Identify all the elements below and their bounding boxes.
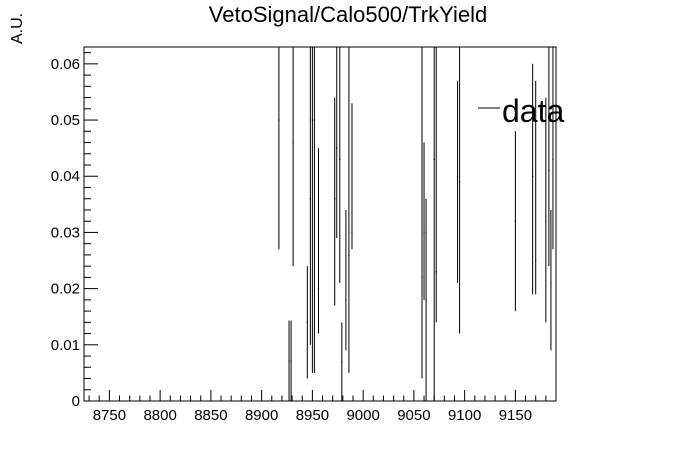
data-point bbox=[552, 47, 554, 250]
data-point bbox=[278, 47, 280, 250]
y-tick-label: 0.02 bbox=[51, 281, 80, 298]
data-marker bbox=[311, 119, 313, 121]
data-marker bbox=[425, 299, 427, 301]
data-marker bbox=[292, 141, 294, 144]
data-marker bbox=[435, 271, 437, 273]
chart-title: VetoSignal/Calo500/TrkYield bbox=[208, 2, 488, 27]
legend: data bbox=[478, 93, 564, 129]
data-point bbox=[317, 148, 320, 334]
legend-label: data bbox=[502, 93, 564, 129]
y-tick-label: 0.06 bbox=[51, 56, 80, 73]
x-tick-label: 8800 bbox=[143, 407, 176, 424]
plot-border bbox=[83, 46, 557, 402]
x-tick-label: 9000 bbox=[346, 407, 379, 424]
x-axis: 8750 8800 8850 8900 8950 9000 9050 9100 9150 bbox=[88, 390, 557, 424]
data-marker bbox=[514, 220, 516, 222]
data-marker bbox=[458, 181, 461, 183]
data-marker bbox=[290, 360, 292, 362]
data-point bbox=[336, 47, 338, 239]
data-point bbox=[292, 47, 294, 267]
data-marker bbox=[278, 119, 280, 121]
data-point bbox=[311, 47, 313, 373]
data-point bbox=[341, 322, 343, 401]
data-marker bbox=[345, 299, 347, 301]
y-tick-label: 0.05 bbox=[51, 112, 80, 129]
data-marker bbox=[351, 231, 353, 234]
y-tick-label: 0.03 bbox=[51, 224, 80, 241]
data-point bbox=[425, 198, 427, 401]
x-tick-label: 8900 bbox=[245, 407, 278, 424]
data-marker bbox=[348, 254, 350, 256]
x-tick-label: 8850 bbox=[194, 407, 227, 424]
data-marker bbox=[552, 158, 554, 160]
data-marker bbox=[532, 175, 534, 177]
data-marker bbox=[535, 259, 537, 262]
data-point bbox=[421, 47, 423, 379]
data-point bbox=[535, 80, 537, 295]
data-marker bbox=[288, 360, 290, 362]
data-marker bbox=[336, 147, 338, 149]
data-marker bbox=[317, 288, 320, 290]
data-marker bbox=[545, 220, 547, 222]
data-point bbox=[313, 47, 316, 373]
data-marker bbox=[313, 119, 316, 121]
data-point bbox=[309, 47, 311, 345]
data-point bbox=[345, 209, 347, 351]
data-marker bbox=[306, 321, 308, 323]
data-point bbox=[306, 266, 308, 379]
data-point bbox=[348, 47, 350, 373]
data-series bbox=[278, 47, 554, 401]
plot-frame bbox=[83, 46, 557, 402]
data-marker bbox=[433, 158, 435, 160]
x-tick-label: 9100 bbox=[448, 407, 481, 424]
data-point bbox=[423, 142, 425, 300]
data-marker bbox=[309, 198, 311, 200]
data-point bbox=[548, 47, 550, 267]
data-marker bbox=[334, 198, 336, 200]
x-tick-label: 9150 bbox=[499, 407, 532, 424]
data-marker bbox=[456, 175, 459, 177]
data-marker bbox=[341, 361, 343, 363]
data-point bbox=[433, 47, 435, 401]
y-tick-label: 0.01 bbox=[51, 337, 80, 354]
y-tick-label: 0.04 bbox=[51, 168, 80, 185]
data-point bbox=[339, 47, 341, 283]
data-marker bbox=[550, 282, 552, 284]
data-point bbox=[351, 103, 353, 250]
data-point bbox=[532, 63, 534, 295]
data-point bbox=[288, 320, 290, 401]
data-marker bbox=[421, 276, 423, 278]
data-point bbox=[545, 97, 547, 323]
x-tick-label: 8950 bbox=[296, 407, 329, 424]
x-tick-label: 8750 bbox=[93, 407, 126, 424]
data-point bbox=[435, 47, 437, 323]
data-point bbox=[456, 80, 459, 283]
y-axis: 0 0.01 0.02 0.03 0.04 0.05 0.06 bbox=[51, 52, 98, 410]
data-point bbox=[514, 131, 516, 312]
data-point bbox=[334, 97, 336, 306]
x-tick-label: 9050 bbox=[397, 407, 430, 424]
data-marker bbox=[339, 158, 341, 160]
data-point bbox=[458, 47, 461, 334]
data-point bbox=[550, 209, 552, 351]
data-point bbox=[290, 320, 292, 401]
data-marker bbox=[548, 170, 550, 172]
data-marker bbox=[423, 231, 425, 234]
y-tick-label: 0 bbox=[72, 393, 80, 410]
